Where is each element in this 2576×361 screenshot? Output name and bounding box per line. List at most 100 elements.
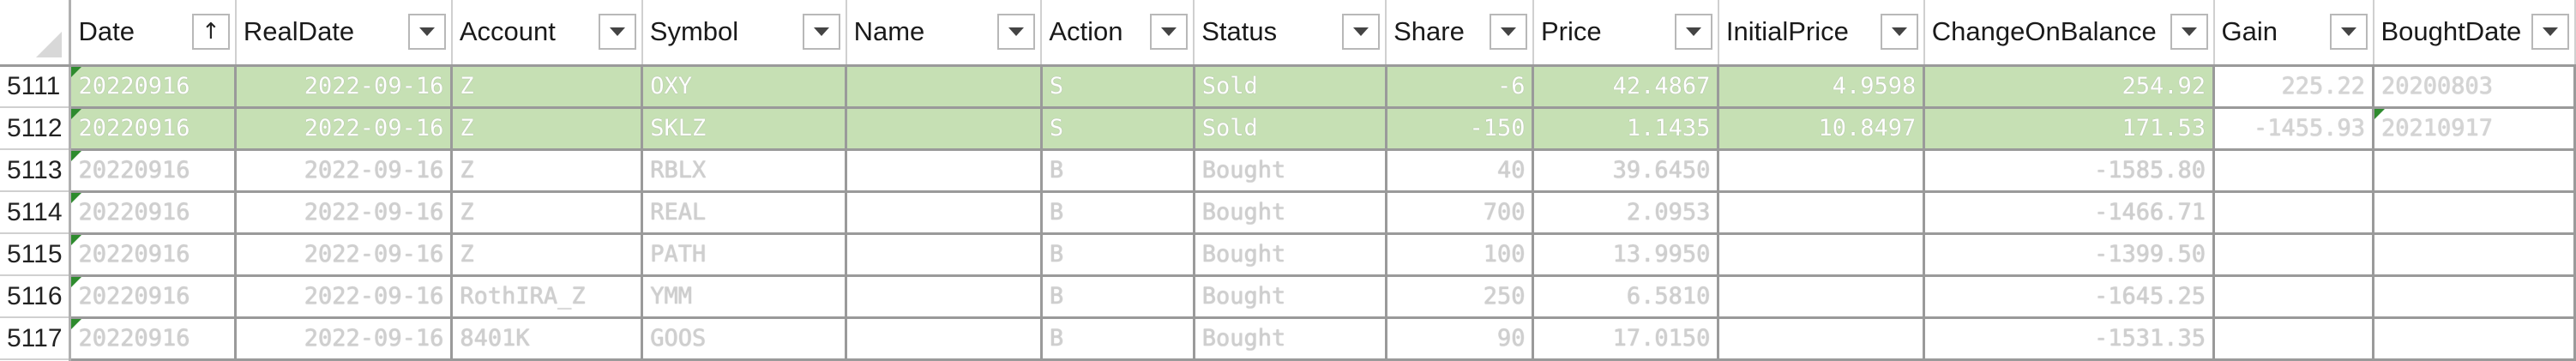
cell-gain[interactable]: 225.22 <box>2212 63 2374 109</box>
cell-status[interactable]: Sold <box>1192 105 1387 151</box>
cell-share[interactable]: 250 <box>1384 274 1535 319</box>
cell-share[interactable]: -6 <box>1384 63 1535 109</box>
cell-share[interactable]: 40 <box>1384 147 1535 193</box>
column-header-price[interactable]: Price <box>1532 0 1719 67</box>
cell-date[interactable]: 20220916 <box>69 147 238 193</box>
filter-dropdown-button[interactable] <box>598 14 636 51</box>
filter-dropdown-button[interactable] <box>1342 14 1381 51</box>
cell-price[interactable]: 13.9950 <box>1532 232 1720 277</box>
cell-status[interactable]: Bought <box>1192 316 1387 361</box>
column-header-share[interactable]: Share <box>1386 0 1534 67</box>
cell-initialprice[interactable] <box>1717 147 1926 193</box>
cell-change[interactable]: -1399.50 <box>1923 232 2216 277</box>
cell-status[interactable]: Bought <box>1192 274 1387 319</box>
cell-status[interactable]: Bought <box>1192 190 1387 235</box>
column-header-initialprice[interactable]: InitialPrice <box>1718 0 1925 67</box>
cell-realdate[interactable]: 2022-09-16 <box>234 274 454 319</box>
cell-initialprice[interactable] <box>1717 316 1926 361</box>
cell-change[interactable]: -1585.80 <box>1923 147 2216 193</box>
cell-realdate[interactable]: 2022-09-16 <box>234 105 454 151</box>
cell-change[interactable]: -1645.25 <box>1923 274 2216 319</box>
cell-gain[interactable] <box>2212 232 2374 277</box>
cell-name[interactable] <box>845 190 1043 235</box>
column-header-account[interactable]: Account <box>451 0 643 67</box>
cell-boughtdate[interactable] <box>2372 147 2576 193</box>
row-number[interactable]: 5114 <box>0 191 72 234</box>
column-header-symbol[interactable]: Symbol <box>641 0 847 67</box>
cell-realdate[interactable]: 2022-09-16 <box>234 316 454 361</box>
cell-share[interactable]: 90 <box>1384 316 1535 361</box>
cell-action[interactable]: S <box>1039 105 1195 151</box>
cell-gain[interactable] <box>2212 316 2374 361</box>
column-header-name[interactable]: Name <box>846 0 1043 67</box>
cell-name[interactable] <box>845 232 1043 277</box>
cell-account[interactable]: Z <box>450 190 644 235</box>
cell-account[interactable]: 8401K <box>450 316 644 361</box>
cell-realdate[interactable]: 2022-09-16 <box>234 147 454 193</box>
column-header-gain[interactable]: Gain <box>2213 0 2374 67</box>
filter-dropdown-button[interactable] <box>1674 14 1712 51</box>
row-number[interactable]: 5116 <box>0 275 72 318</box>
cell-gain[interactable] <box>2212 274 2374 319</box>
cell-name[interactable] <box>845 316 1043 361</box>
cell-price[interactable]: 42.4867 <box>1532 63 1720 109</box>
cell-action[interactable]: B <box>1039 232 1195 277</box>
cell-initialprice[interactable] <box>1717 190 1926 235</box>
cell-change[interactable]: 171.53 <box>1923 105 2216 151</box>
cell-realdate[interactable]: 2022-09-16 <box>234 232 454 277</box>
filter-dropdown-button[interactable] <box>1150 14 1189 51</box>
row-number[interactable]: 5115 <box>0 233 72 276</box>
cell-symbol[interactable]: YMM <box>641 274 848 319</box>
cell-symbol[interactable]: OXY <box>641 63 848 109</box>
cell-change[interactable]: -1531.35 <box>1923 316 2216 361</box>
row-number[interactable]: 5111 <box>0 65 72 108</box>
column-header-status[interactable]: Status <box>1194 0 1387 67</box>
filter-dropdown-button[interactable] <box>2170 14 2208 51</box>
column-header-action[interactable]: Action <box>1041 0 1195 67</box>
cell-change[interactable]: 254.92 <box>1923 63 2216 109</box>
column-header-boughtdate[interactable]: BoughtDate <box>2373 0 2576 67</box>
cell-name[interactable] <box>845 63 1043 109</box>
sort-filter-button[interactable]: ↑ <box>191 14 230 51</box>
filter-dropdown-button[interactable] <box>2531 14 2569 51</box>
cell-gain[interactable] <box>2212 190 2374 235</box>
cell-share[interactable]: -150 <box>1384 105 1535 151</box>
cell-initialprice[interactable] <box>1717 232 1926 277</box>
cell-boughtdate[interactable]: 20200803 <box>2372 63 2576 109</box>
cell-share[interactable]: 700 <box>1384 190 1535 235</box>
cell-status[interactable]: Sold <box>1192 63 1387 109</box>
filter-dropdown-button[interactable] <box>997 14 1036 51</box>
cell-share[interactable]: 100 <box>1384 232 1535 277</box>
filter-dropdown-button[interactable] <box>802 14 840 51</box>
cell-name[interactable] <box>845 105 1043 151</box>
column-header-date[interactable]: Date ↑ <box>69 0 237 67</box>
cell-boughtdate[interactable] <box>2372 190 2576 235</box>
cell-realdate[interactable]: 2022-09-16 <box>234 190 454 235</box>
cell-action[interactable]: B <box>1039 147 1195 193</box>
cell-initialprice[interactable]: 4.9598 <box>1717 63 1926 109</box>
row-number[interactable]: 5112 <box>0 107 72 150</box>
select-all-corner[interactable] <box>0 0 72 67</box>
cell-action[interactable]: B <box>1039 274 1195 319</box>
cell-boughtdate[interactable] <box>2372 316 2576 361</box>
column-header-realdate[interactable]: RealDate <box>235 0 453 67</box>
column-header-change[interactable]: ChangeOnBalance <box>1923 0 2215 67</box>
cell-date[interactable]: 20220916 <box>69 63 238 109</box>
cell-symbol[interactable]: GOOS <box>641 316 848 361</box>
cell-account[interactable]: Z <box>450 232 644 277</box>
cell-action[interactable]: B <box>1039 316 1195 361</box>
cell-symbol[interactable]: REAL <box>641 190 848 235</box>
filter-dropdown-button[interactable] <box>2329 14 2368 51</box>
cell-date[interactable]: 20220916 <box>69 274 238 319</box>
filter-dropdown-button[interactable] <box>1489 14 1527 51</box>
cell-symbol[interactable]: SKLZ <box>641 105 848 151</box>
row-number[interactable]: 5113 <box>0 149 72 192</box>
cell-name[interactable] <box>845 274 1043 319</box>
cell-gain[interactable]: -1455.93 <box>2212 105 2374 151</box>
cell-account[interactable]: Z <box>450 147 644 193</box>
cell-boughtdate[interactable]: 20210917 <box>2372 105 2576 151</box>
cell-price[interactable]: 17.0150 <box>1532 316 1720 361</box>
cell-price[interactable]: 39.6450 <box>1532 147 1720 193</box>
cell-change[interactable]: -1466.71 <box>1923 190 2216 235</box>
cell-account[interactable]: Z <box>450 105 644 151</box>
